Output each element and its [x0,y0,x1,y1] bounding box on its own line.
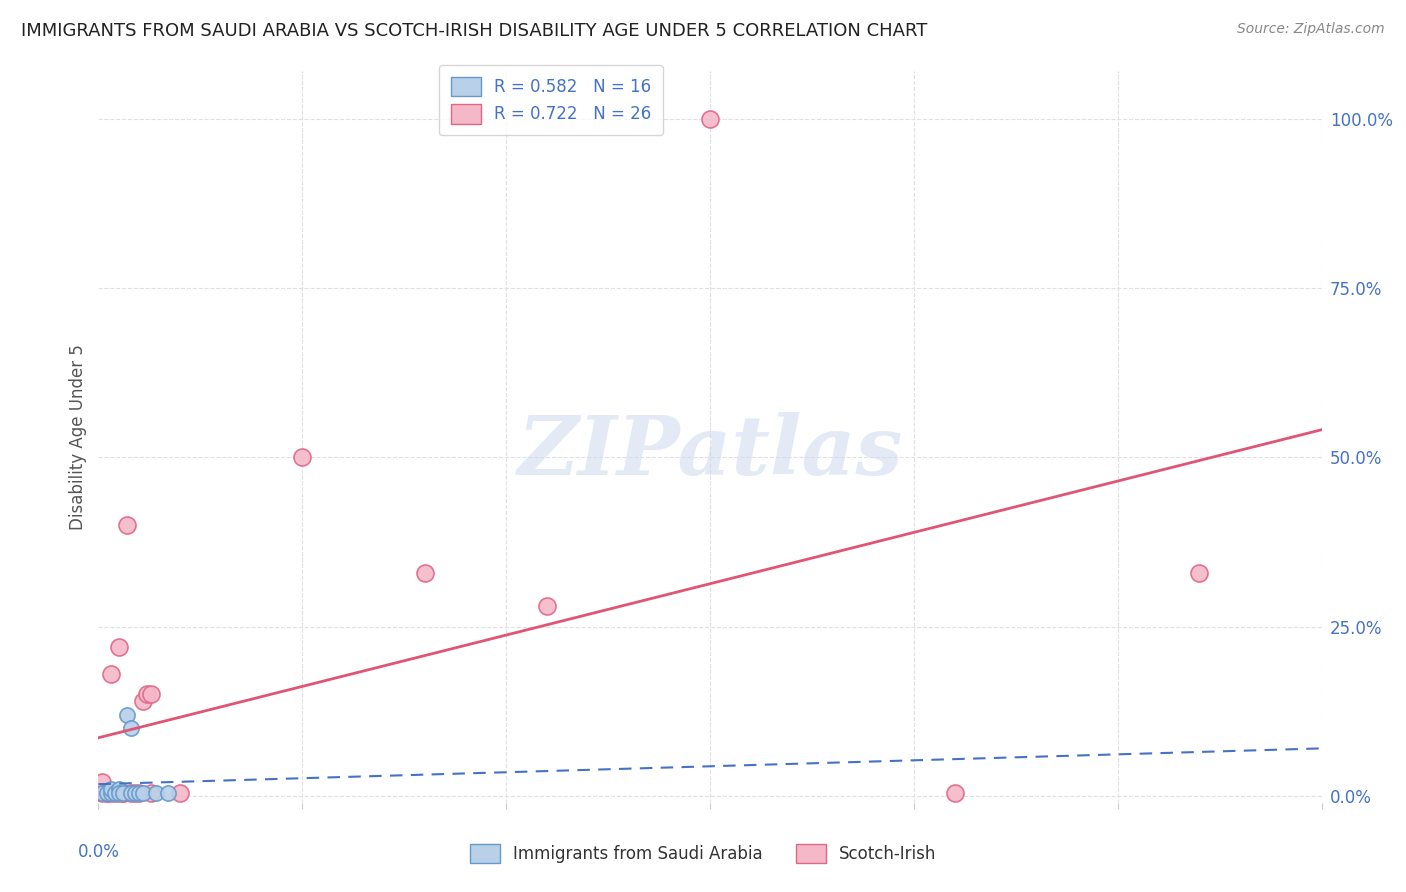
Legend: Immigrants from Saudi Arabia, Scotch-Irish: Immigrants from Saudi Arabia, Scotch-Iri… [458,832,948,875]
Point [91,786,114,800]
Point [104,786,127,800]
Point [141,786,163,800]
Point [108,640,131,654]
Point [108,786,131,800]
Point [291,450,314,465]
Point [96,786,118,800]
Point [156,786,179,800]
Point [120,721,142,735]
Point [124,786,146,800]
Point [413,566,436,580]
Point [96,786,118,800]
Point [120,786,142,800]
Point [96,786,118,800]
Point [1188,566,1211,580]
Point [699,112,721,126]
Text: Source: ZipAtlas.com: Source: ZipAtlas.com [1237,22,1385,37]
Point [124,786,146,800]
Point [132,694,155,708]
Point [108,786,131,800]
Legend: R = 0.582   N = 16, R = 0.722   N = 26: R = 0.582 N = 16, R = 0.722 N = 26 [439,65,664,136]
Point [169,786,191,800]
Point [115,707,138,722]
Point [115,518,138,533]
Text: ZIPatlas: ZIPatlas [517,412,903,491]
Point [111,786,134,800]
Point [100,782,122,797]
Point [943,786,966,800]
Point [128,786,150,800]
Point [120,786,142,800]
Point [536,599,558,614]
Point [141,688,163,702]
Point [100,667,122,681]
Point [91,786,114,800]
Point [100,786,122,800]
Point [111,786,134,800]
Point [132,786,155,800]
Point [128,786,150,800]
Point [136,688,159,702]
Y-axis label: Disability Age Under 5: Disability Age Under 5 [69,344,87,530]
Text: IMMIGRANTS FROM SAUDI ARABIA VS SCOTCH-IRISH DISABILITY AGE UNDER 5 CORRELATION : IMMIGRANTS FROM SAUDI ARABIA VS SCOTCH-I… [21,22,928,40]
Text: 0.0%: 0.0% [77,843,120,861]
Point [100,786,122,800]
Point [145,786,167,800]
Point [91,775,114,789]
Point [111,786,134,800]
Point [108,782,131,797]
Point [104,786,127,800]
